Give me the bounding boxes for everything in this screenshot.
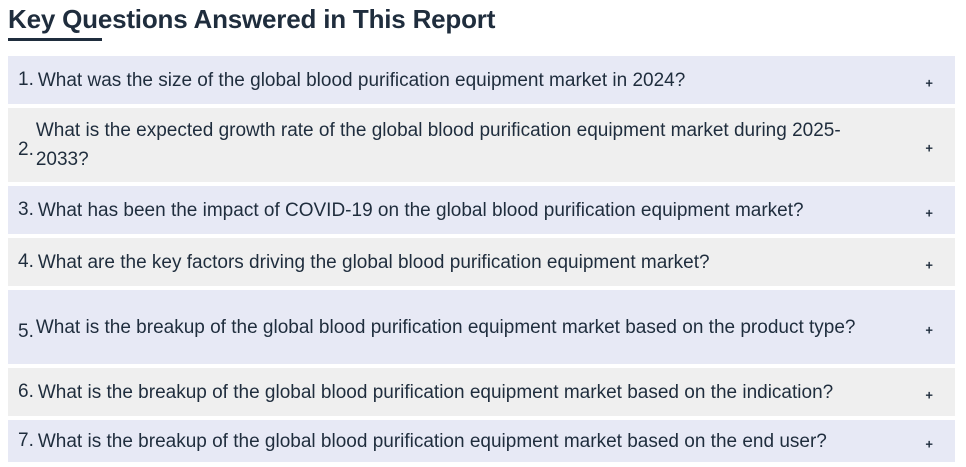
faq-item-2[interactable]: 2. What is the expected growth rate of t… [8,108,955,182]
faq-item-7[interactable]: 7. What is the breakup of the global blo… [8,420,955,462]
plus-icon[interactable]: + [925,75,933,91]
faq-item-1[interactable]: 1. What was the size of the global blood… [8,56,955,104]
faq-question: What are the key factors driving the glo… [37,251,710,273]
plus-icon[interactable]: + [925,322,933,338]
faq-accordion: 1. What was the size of the global blood… [8,56,955,462]
faq-item-3[interactable]: 3. What has been the impact of COVID-19 … [8,186,955,234]
faq-number: 6. [18,381,34,402]
faq-number: 7. [18,430,34,451]
plus-icon[interactable]: + [925,257,933,273]
faq-number: 2. [18,139,34,160]
faq-number: 1. [18,69,34,90]
faq-question: What is the breakup of the global blood … [35,316,856,338]
faq-number: 4. [18,251,34,272]
plus-icon[interactable]: + [925,205,933,221]
faq-question: What is the breakup of the global blood … [37,430,827,452]
faq-item-6[interactable]: 6. What is the breakup of the global blo… [8,368,955,416]
plus-icon[interactable]: + [925,387,933,403]
faq-item-5[interactable]: 5. What is the breakup of the global blo… [8,290,955,364]
title-underline [8,38,102,41]
section-title: Key Questions Answered in This Report [8,4,496,34]
section-header: Key Questions Answered in This Report [8,0,948,44]
faq-question: What is the breakup of the global blood … [37,381,834,403]
faq-question: What was the size of the global blood pu… [37,69,686,91]
faq-item-4[interactable]: 4. What are the key factors driving the … [8,238,955,286]
faq-question: What has been the impact of COVID-19 on … [37,199,804,221]
faq-question: What is the expected growth rate of the … [35,120,841,170]
plus-icon[interactable]: + [925,140,933,156]
faq-number: 3. [18,199,34,220]
plus-icon[interactable]: + [925,436,933,452]
faq-number: 5. [18,321,34,342]
